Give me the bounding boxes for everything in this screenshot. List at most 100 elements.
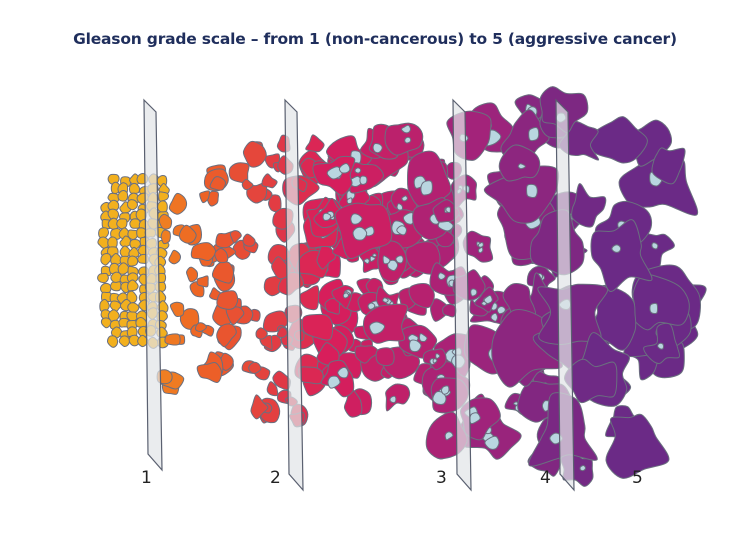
gland-cell	[127, 255, 139, 267]
gland	[216, 290, 239, 310]
gland	[194, 322, 207, 333]
lumen	[326, 166, 343, 180]
lumen	[481, 301, 487, 306]
gland	[298, 366, 324, 385]
gland	[255, 327, 268, 340]
gland	[168, 249, 182, 265]
gland-cell	[106, 335, 119, 348]
gland-with-lumen	[384, 122, 424, 156]
gland-cell	[127, 302, 140, 314]
lumen	[359, 175, 368, 185]
lumen	[477, 242, 484, 248]
tumor-sheet	[498, 144, 541, 182]
grade-label-4: 4	[540, 468, 551, 488]
lumen	[435, 353, 441, 359]
lumen	[484, 435, 500, 450]
grade-labels: 1 2 3 4 5	[141, 468, 643, 488]
tumor-sheet	[605, 413, 670, 479]
gland	[316, 244, 336, 270]
lumen	[444, 431, 454, 441]
gland	[343, 388, 363, 418]
gland	[160, 229, 171, 245]
lumen	[477, 247, 484, 254]
lumen	[338, 163, 351, 174]
lumen	[513, 401, 519, 406]
gland	[229, 230, 242, 244]
gland	[169, 301, 185, 318]
gland	[158, 213, 173, 230]
gland	[241, 178, 254, 191]
lumen	[651, 242, 659, 250]
gland-cell	[128, 246, 140, 259]
gland-cell	[117, 262, 130, 275]
lumen	[367, 302, 376, 310]
gland-cell	[137, 334, 149, 348]
section-planes	[143, 98, 575, 492]
gland	[211, 261, 235, 284]
lumen	[372, 142, 383, 154]
lumen	[396, 225, 408, 236]
gland	[190, 242, 217, 262]
section-plane-1	[143, 98, 163, 472]
lumen	[346, 197, 353, 205]
lumen	[483, 294, 493, 304]
gland-cell	[129, 238, 142, 250]
gland	[225, 306, 245, 325]
grade-label-2: 2	[270, 468, 281, 488]
grade-label-3: 3	[436, 468, 447, 488]
tissue-pattern	[97, 86, 707, 487]
gland-cell	[127, 279, 139, 292]
lumen	[352, 226, 368, 241]
tumor-sheet	[651, 147, 686, 185]
gland-cell	[129, 218, 141, 229]
gland-cell	[158, 191, 170, 202]
gland	[168, 192, 188, 215]
tumor-sheet	[537, 283, 609, 346]
lumen	[649, 302, 659, 315]
gland	[266, 381, 279, 397]
lumen	[579, 465, 586, 472]
gland-cell	[97, 272, 109, 284]
gland	[354, 345, 379, 364]
lumen	[420, 180, 433, 196]
gland-cell	[127, 229, 139, 241]
gland	[179, 224, 197, 244]
gland	[216, 323, 237, 348]
section-plane-4	[555, 98, 575, 492]
lumen	[496, 306, 506, 315]
diagram-title: Gleason grade scale – from 1 (non-cancer…	[73, 30, 677, 48]
lumen	[354, 167, 362, 174]
lumen	[611, 244, 622, 253]
gland	[305, 134, 325, 153]
lumen	[322, 212, 332, 221]
lumen	[395, 255, 404, 264]
gland-cell	[116, 218, 128, 230]
gland-cell	[110, 252, 122, 266]
lumen	[437, 272, 446, 280]
lumen	[528, 127, 540, 142]
lumen	[432, 358, 438, 364]
gland	[408, 282, 435, 309]
lumen	[350, 213, 363, 225]
gland	[199, 190, 211, 204]
section-plane-2	[284, 98, 304, 492]
gland	[250, 394, 269, 420]
gland	[185, 266, 199, 283]
gland	[271, 256, 290, 280]
lumen	[408, 339, 422, 353]
lumen	[445, 206, 451, 214]
lumen	[387, 259, 399, 272]
gland-with-lumen	[385, 383, 411, 412]
gland-cell	[100, 253, 112, 266]
lumen	[418, 333, 428, 343]
gland	[248, 361, 262, 374]
lumen	[517, 163, 526, 170]
lumen	[401, 195, 409, 202]
lumen	[363, 258, 370, 265]
lumen	[369, 255, 376, 262]
gland-cell	[119, 235, 132, 248]
gland	[242, 233, 256, 247]
grade-label-1: 1	[141, 468, 152, 488]
lumen	[402, 212, 415, 225]
lumen	[389, 395, 397, 404]
